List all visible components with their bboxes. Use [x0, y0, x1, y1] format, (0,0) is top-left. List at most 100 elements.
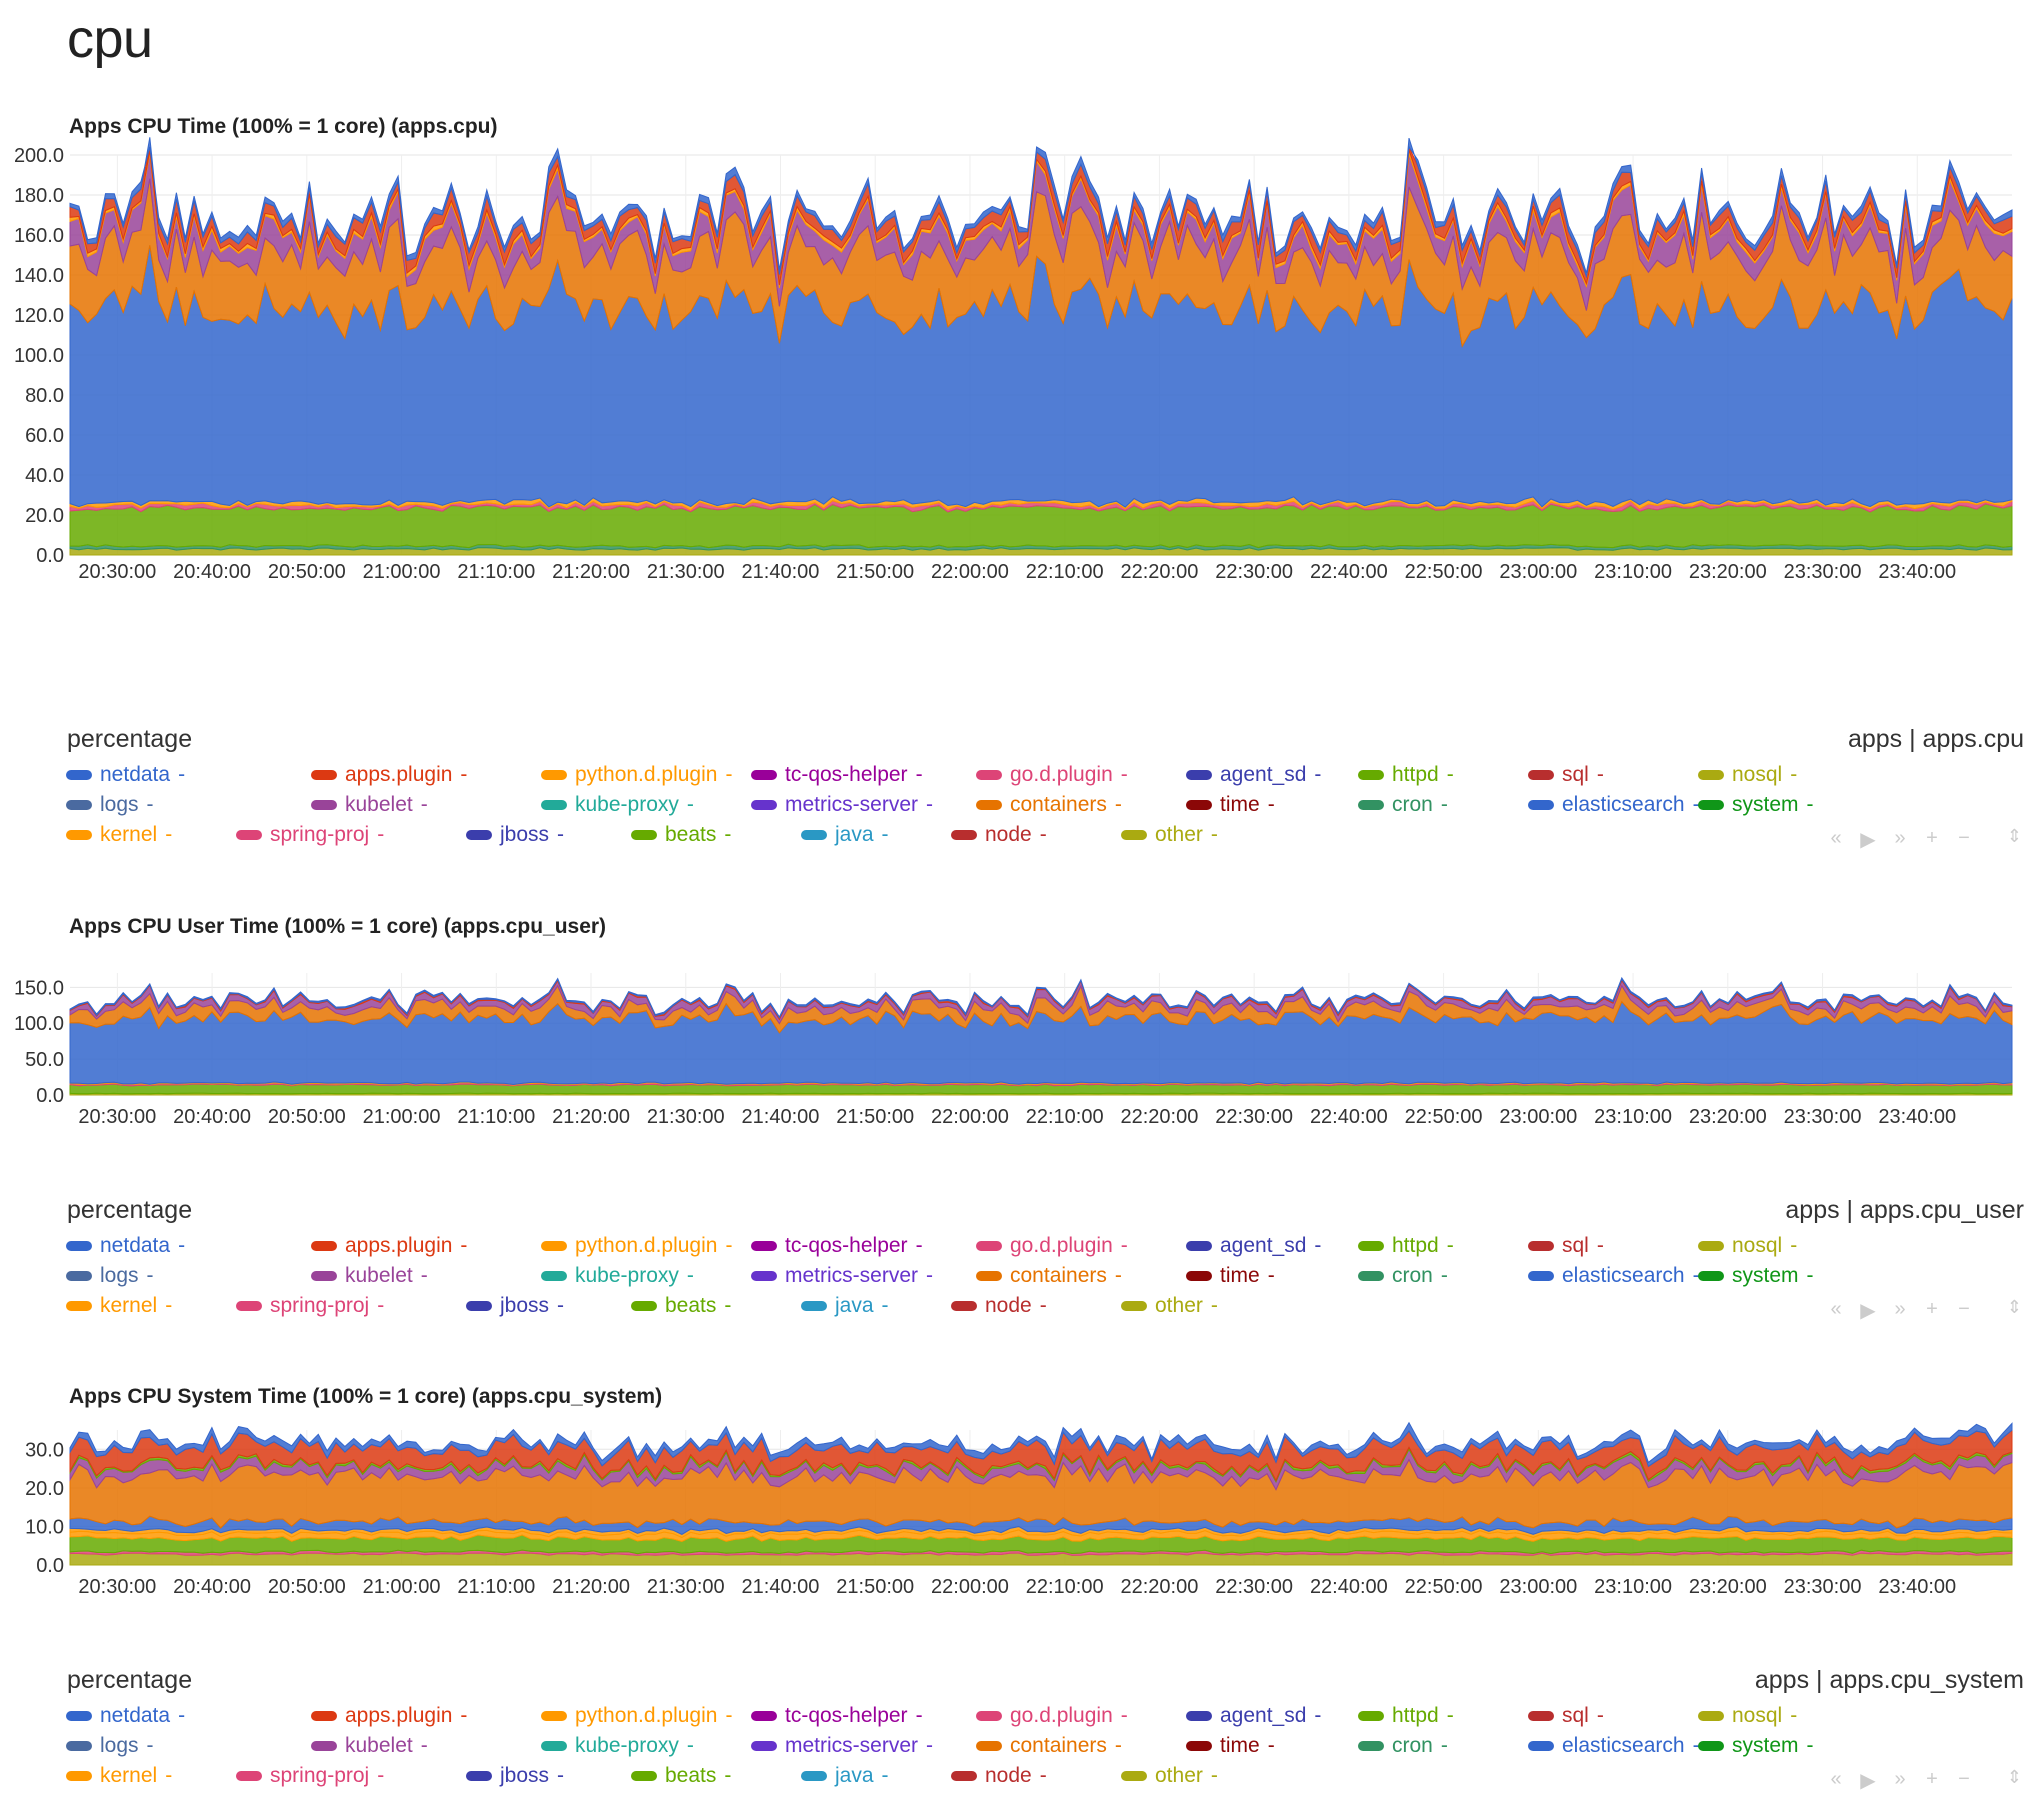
legend-item-nosql[interactable]: nosql -	[1698, 1234, 1797, 1258]
chart-apps-cpu-user[interactable]: 0.0 50.0 100.0 150.0 20:30:00 20:40:00 20:50:0…	[0, 915, 2036, 1215]
zoom-out-icon[interactable]: −	[1958, 827, 1970, 849]
legend-item-kubelet[interactable]: kubelet -	[311, 1264, 428, 1288]
legend-item-other[interactable]: other -	[1121, 823, 1218, 847]
legend-item-apps-plugin[interactable]: apps.plugin -	[311, 763, 467, 787]
reset-icon[interactable]: ▶	[1860, 1300, 1876, 1322]
legend-item-time[interactable]: time -	[1186, 793, 1275, 817]
legend-item-cron[interactable]: cron -	[1358, 793, 1448, 817]
legend-item-netdata[interactable]: netdata -	[66, 1234, 185, 1258]
area-series-httpd[interactable]	[69, 1083, 2013, 1095]
pan-left-icon[interactable]: «	[1830, 1298, 1842, 1320]
legend-item-sql[interactable]: sql -	[1528, 763, 1604, 787]
legend-item-tc-qos-helper[interactable]: tc-qos-helper -	[751, 763, 923, 787]
legend-item-agent-sd[interactable]: agent_sd -	[1186, 763, 1321, 787]
legend-item-logs[interactable]: logs -	[66, 1264, 154, 1288]
area-series-elasticsearch[interactable]	[69, 976, 2013, 1019]
reset-icon[interactable]: ▶	[1860, 1770, 1876, 1792]
legend-item-jboss[interactable]: jboss -	[466, 1294, 564, 1318]
legend-item-java[interactable]: java -	[801, 1294, 889, 1318]
legend-item-metrics-server[interactable]: metrics-server -	[751, 793, 933, 817]
area-series-elasticsearch[interactable]	[69, 1421, 2013, 1468]
legend-item-kernel[interactable]: kernel -	[66, 1764, 172, 1788]
legend-item-elasticsearch[interactable]: elasticsearch -	[1528, 1264, 1700, 1288]
legend-item-apps-plugin[interactable]: apps.plugin -	[311, 1704, 467, 1728]
legend-item-cron[interactable]: cron -	[1358, 1734, 1448, 1758]
legend-item-spring-proj[interactable]: spring-proj -	[236, 1764, 384, 1788]
area-series-elasticsearch[interactable]	[69, 137, 2013, 279]
legend-item-node[interactable]: node -	[951, 1294, 1047, 1318]
legend-item-cron[interactable]: cron -	[1358, 1264, 1448, 1288]
area-series-httpd[interactable]	[69, 503, 2013, 549]
legend-item-system[interactable]: system -	[1698, 1264, 1814, 1288]
pan-right-icon[interactable]: »	[1894, 827, 1906, 849]
pan-right-icon[interactable]: »	[1894, 1298, 1906, 1320]
legend-item-python-d-plugin[interactable]: python.d.plugin -	[541, 1234, 732, 1258]
zoom-in-icon[interactable]: +	[1926, 1768, 1938, 1790]
legend-item-go-d-plugin[interactable]: go.d.plugin -	[976, 1234, 1128, 1258]
legend-item-python-d-plugin[interactable]: python.d.plugin -	[541, 763, 732, 787]
pan-left-icon[interactable]: «	[1830, 1768, 1842, 1790]
legend-item-node[interactable]: node -	[951, 823, 1047, 847]
legend-item-time[interactable]: time -	[1186, 1734, 1275, 1758]
resize-handle-icon[interactable]: ⇕	[2006, 826, 2022, 846]
zoom-out-icon[interactable]: −	[1958, 1768, 1970, 1790]
legend-item-kube-proxy[interactable]: kube-proxy -	[541, 1734, 694, 1758]
legend-item-other[interactable]: other -	[1121, 1294, 1218, 1318]
legend-item-containers[interactable]: containers -	[976, 1264, 1122, 1288]
legend-item-sql[interactable]: sql -	[1528, 1234, 1604, 1258]
chart-apps-cpu-system[interactable]: 0.0 10.0 20.0 30.0 20:30:00 20:40:00 20:50:00 2…	[0, 1385, 2036, 1685]
legend-item-kubelet[interactable]: kubelet -	[311, 1734, 428, 1758]
legend-item-kube-proxy[interactable]: kube-proxy -	[541, 1264, 694, 1288]
legend-item-elasticsearch[interactable]: elasticsearch -	[1528, 793, 1700, 817]
legend-item-time[interactable]: time -	[1186, 1264, 1275, 1288]
legend-item-logs[interactable]: logs -	[66, 1734, 154, 1758]
legend-item-jboss[interactable]: jboss -	[466, 1764, 564, 1788]
resize-handle-icon[interactable]: ⇕	[2006, 1767, 2022, 1787]
legend-item-beats[interactable]: beats -	[631, 823, 731, 847]
legend-item-httpd[interactable]: httpd -	[1358, 1234, 1454, 1258]
legend-item-containers[interactable]: containers -	[976, 793, 1122, 817]
legend-item-jboss[interactable]: jboss -	[466, 823, 564, 847]
legend-item-python-d-plugin[interactable]: python.d.plugin -	[541, 1704, 732, 1728]
legend-item-system[interactable]: system -	[1698, 1734, 1814, 1758]
reset-icon[interactable]: ▶	[1860, 829, 1876, 851]
legend-item-kube-proxy[interactable]: kube-proxy -	[541, 793, 694, 817]
legend-item-beats[interactable]: beats -	[631, 1764, 731, 1788]
legend-item-apps-plugin[interactable]: apps.plugin -	[311, 1234, 467, 1258]
legend-item-metrics-server[interactable]: metrics-server -	[751, 1264, 933, 1288]
legend-item-elasticsearch[interactable]: elasticsearch -	[1528, 1734, 1700, 1758]
pan-right-icon[interactable]: »	[1894, 1768, 1906, 1790]
legend-item-tc-qos-helper[interactable]: tc-qos-helper -	[751, 1704, 923, 1728]
zoom-out-icon[interactable]: −	[1958, 1298, 1970, 1320]
pan-left-icon[interactable]: «	[1830, 827, 1842, 849]
resize-handle-icon[interactable]: ⇕	[2006, 1297, 2022, 1317]
chart-apps-cpu[interactable]: 0.0 20.0 40.0 60.0 80.0 100.0 120.0 140.0 160.0 1…	[0, 115, 2036, 695]
legend-item-logs[interactable]: logs -	[66, 793, 154, 817]
legend-item-go-d-plugin[interactable]: go.d.plugin -	[976, 763, 1128, 787]
zoom-in-icon[interactable]: +	[1926, 827, 1938, 849]
legend-item-java[interactable]: java -	[801, 1764, 889, 1788]
legend-item-kernel[interactable]: kernel -	[66, 1294, 172, 1318]
legend-item-node[interactable]: node -	[951, 1764, 1047, 1788]
legend-item-agent-sd[interactable]: agent_sd -	[1186, 1234, 1321, 1258]
legend-item-kubelet[interactable]: kubelet -	[311, 793, 428, 817]
legend-item-go-d-plugin[interactable]: go.d.plugin -	[976, 1704, 1128, 1728]
zoom-in-icon[interactable]: +	[1926, 1298, 1938, 1320]
legend-item-metrics-server[interactable]: metrics-server -	[751, 1734, 933, 1758]
legend-item-beats[interactable]: beats -	[631, 1294, 731, 1318]
legend-item-spring-proj[interactable]: spring-proj -	[236, 823, 384, 847]
legend-item-java[interactable]: java -	[801, 823, 889, 847]
legend-item-agent-sd[interactable]: agent_sd -	[1186, 1704, 1321, 1728]
legend-item-tc-qos-helper[interactable]: tc-qos-helper -	[751, 1234, 923, 1258]
legend-item-netdata[interactable]: netdata -	[66, 763, 185, 787]
legend-item-spring-proj[interactable]: spring-proj -	[236, 1294, 384, 1318]
legend-item-system[interactable]: system -	[1698, 793, 1814, 817]
legend-item-httpd[interactable]: httpd -	[1358, 763, 1454, 787]
legend-item-sql[interactable]: sql -	[1528, 1704, 1604, 1728]
legend-item-nosql[interactable]: nosql -	[1698, 763, 1797, 787]
legend-item-httpd[interactable]: httpd -	[1358, 1704, 1454, 1728]
legend-item-kernel[interactable]: kernel -	[66, 823, 172, 847]
legend-item-other[interactable]: other -	[1121, 1764, 1218, 1788]
legend-item-netdata[interactable]: netdata -	[66, 1704, 185, 1728]
legend-item-containers[interactable]: containers -	[976, 1734, 1122, 1758]
